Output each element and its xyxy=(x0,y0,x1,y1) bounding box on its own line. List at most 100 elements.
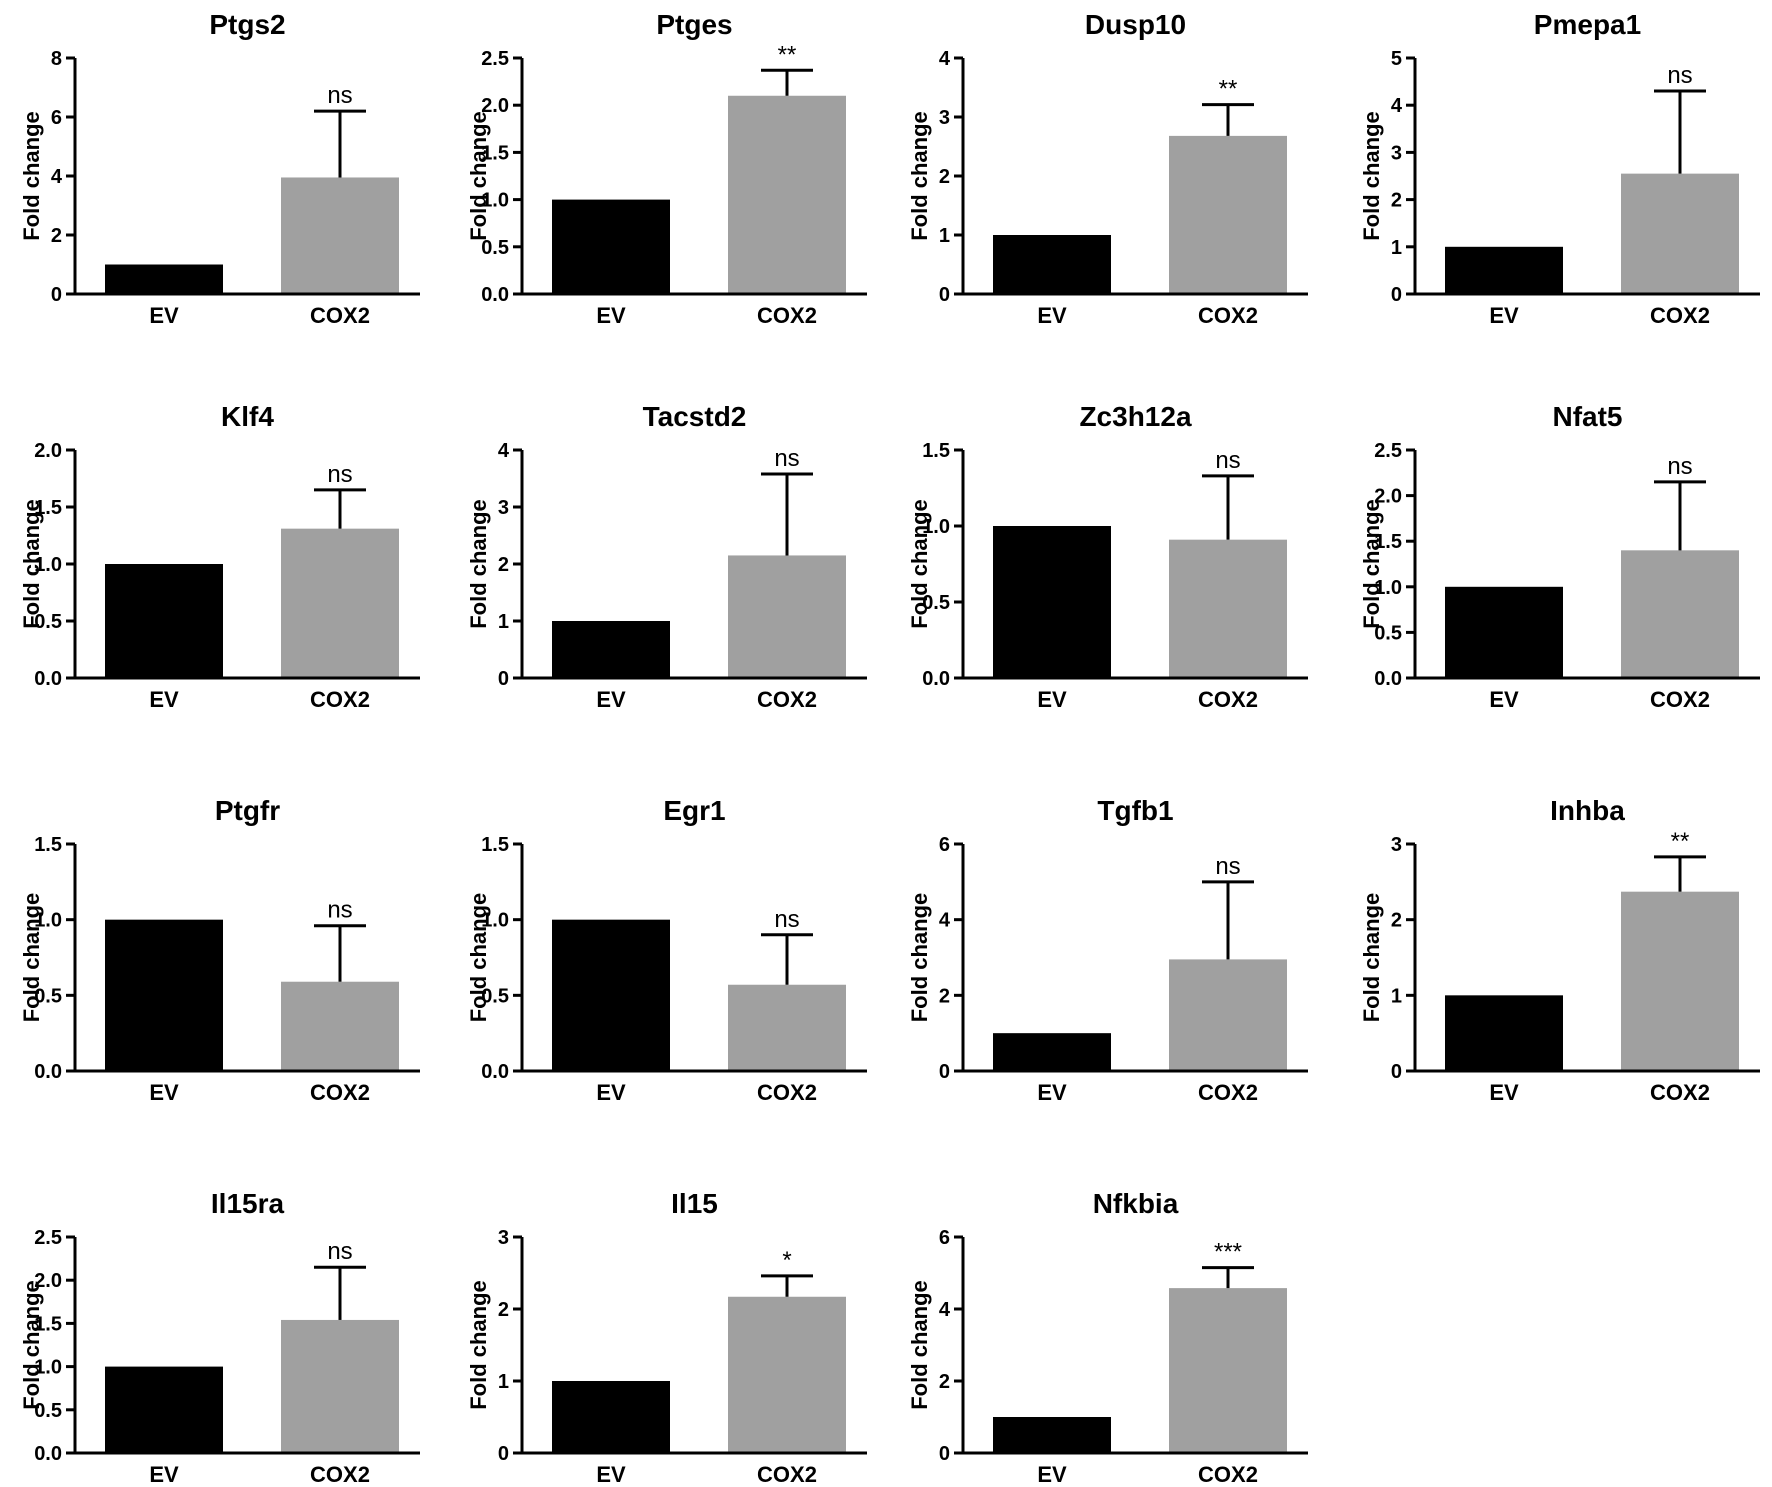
y-tick-label: 0 xyxy=(939,1061,950,1083)
y-tick-label: 1.5 xyxy=(1374,531,1402,553)
bar-cox2 xyxy=(728,984,846,1071)
bar-ev xyxy=(105,919,223,1071)
y-tick-label: 4 xyxy=(498,440,510,462)
category-label-cox2: COX2 xyxy=(757,687,817,712)
significance-label: ns xyxy=(1667,62,1692,89)
y-tick-label: 3 xyxy=(1391,142,1402,164)
category-label-ev: EV xyxy=(1037,1462,1067,1487)
y-tick-label: 3 xyxy=(498,1227,509,1249)
y-tick-label: 2 xyxy=(51,225,62,247)
y-tick-label: 0.0 xyxy=(34,1061,62,1083)
category-label-cox2: COX2 xyxy=(1650,1080,1710,1105)
y-tick-label: 0.5 xyxy=(34,1400,62,1422)
bar-ev xyxy=(1445,995,1563,1071)
significance-label: ns xyxy=(327,82,352,109)
y-tick-label: 6 xyxy=(939,834,950,856)
bar-cox2 xyxy=(728,555,846,678)
y-tick-label: 1 xyxy=(498,1371,509,1393)
y-tick-label: 1.0 xyxy=(481,910,509,932)
y-tick-label: 2 xyxy=(1391,910,1402,932)
panel-title: Nfkbia xyxy=(1093,1188,1179,1219)
bar-cox2 xyxy=(1621,173,1739,294)
bar-cox2 xyxy=(1169,539,1287,678)
category-label-cox2: COX2 xyxy=(310,687,370,712)
panel-title: Ptges xyxy=(656,9,732,40)
y-axis-label: Fold change xyxy=(19,893,44,1023)
bar-ev xyxy=(993,526,1111,678)
significance-label: ns xyxy=(327,461,352,488)
y-tick-label: 0 xyxy=(1391,284,1402,306)
category-label-ev: EV xyxy=(1489,687,1519,712)
y-axis-label: Fold change xyxy=(466,893,491,1023)
y-tick-label: 1.0 xyxy=(481,190,509,212)
y-tick-label: 0 xyxy=(939,1443,950,1465)
category-label-cox2: COX2 xyxy=(310,1080,370,1105)
bar-ev xyxy=(105,564,223,678)
panel-zc3h12a: Zc3h12a Fold change ns 0.0 0.5 1.0 1.5 EV COX2 xyxy=(907,401,1308,712)
panel-egr1: Egr1 Fold change ns 0.0 0.5 1.0 1.5 EV COX2 xyxy=(466,795,867,1105)
y-axis-label: Fold change xyxy=(466,1280,491,1410)
bar-ev xyxy=(993,1417,1111,1453)
y-axis-label: Fold change xyxy=(907,1280,932,1410)
y-tick-label: 1.5 xyxy=(481,834,509,856)
y-tick-label: 1.0 xyxy=(922,516,950,538)
y-tick-label: 0.5 xyxy=(34,611,62,633)
y-tick-label: 1.5 xyxy=(34,497,62,519)
y-tick-label: 1.5 xyxy=(481,142,509,164)
y-tick-label: 0 xyxy=(498,668,509,690)
category-label-cox2: COX2 xyxy=(310,303,370,328)
panel-ptges: Ptges Fold change ** 0.0 0.5 1.0 1.5 2.0 2.5 EV CO… xyxy=(466,9,867,328)
category-label-ev: EV xyxy=(1489,303,1519,328)
bar-cox2 xyxy=(281,981,399,1071)
category-label-cox2: COX2 xyxy=(1198,1462,1258,1487)
bar-cox2 xyxy=(728,1296,846,1453)
bar-cox2 xyxy=(1621,550,1739,678)
panel-nfat5: Nfat5 Fold change ns 0.0 0.5 1.0 1.5 2.0 2.5 EV CO… xyxy=(1359,401,1760,712)
bar-ev xyxy=(1445,586,1563,678)
bar-ev xyxy=(552,1381,670,1453)
panel-title: Nfat5 xyxy=(1552,401,1622,432)
significance-label: ** xyxy=(1671,828,1690,855)
y-tick-label: 0.5 xyxy=(481,237,509,259)
y-tick-label: 6 xyxy=(939,1227,950,1249)
panel-pmepa1: Pmepa1 Fold change ns 0 1 2 3 4 5 EV COX2 xyxy=(1359,9,1760,328)
y-tick-label: 1 xyxy=(1391,237,1402,259)
y-tick-label: 4 xyxy=(51,166,63,188)
y-axis-label: Fold change xyxy=(907,893,932,1023)
y-tick-label: 0.5 xyxy=(481,985,509,1007)
category-label-cox2: COX2 xyxy=(1650,687,1710,712)
significance-label: *** xyxy=(1214,1239,1242,1266)
bar-cox2 xyxy=(1169,959,1287,1071)
panel-title: Egr1 xyxy=(663,795,725,826)
significance-label: ns xyxy=(327,897,352,924)
y-tick-label: 1.0 xyxy=(1374,577,1402,599)
y-tick-label: 2 xyxy=(939,166,950,188)
bar-cox2 xyxy=(281,1319,399,1453)
category-label-ev: EV xyxy=(149,303,179,328)
y-tick-label: 4 xyxy=(1391,95,1403,117)
category-label-ev: EV xyxy=(596,1080,626,1105)
panel-title: Klf4 xyxy=(221,401,274,432)
y-tick-label: 1.0 xyxy=(34,554,62,576)
y-tick-label: 5 xyxy=(1391,48,1402,70)
y-tick-label: 0 xyxy=(939,284,950,306)
panel-inhba: Inhba Fold change ** 0 1 2 3 EV COX2 xyxy=(1359,795,1760,1105)
bar-ev xyxy=(552,919,670,1071)
bar-cox2 xyxy=(281,528,399,678)
y-tick-label: 1.5 xyxy=(922,440,950,462)
y-tick-label: 0 xyxy=(1391,1061,1402,1083)
bar-ev xyxy=(105,1366,223,1453)
panel-il15ra: Il15ra Fold change ns 0.0 0.5 1.0 1.5 2.0 2.5 EV C… xyxy=(19,1188,420,1487)
category-label-ev: EV xyxy=(596,1462,626,1487)
y-tick-label: 2 xyxy=(939,985,950,1007)
category-label-ev: EV xyxy=(596,303,626,328)
y-tick-label: 0.0 xyxy=(34,1443,62,1465)
y-tick-label: 0.5 xyxy=(1374,622,1402,644)
bar-ev xyxy=(1445,246,1563,294)
y-tick-label: 2.0 xyxy=(34,1270,62,1292)
y-tick-label: 0.5 xyxy=(34,985,62,1007)
y-tick-label: 2.0 xyxy=(481,95,509,117)
y-tick-label: 2.0 xyxy=(1374,486,1402,508)
bar-cox2 xyxy=(728,95,846,294)
